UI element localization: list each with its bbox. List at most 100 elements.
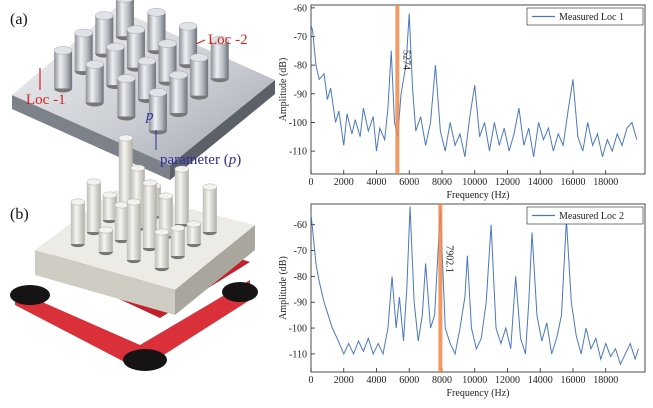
photo-image — [10, 134, 258, 371]
x-tick-label: 6000 — [399, 375, 419, 386]
plate-side — [170, 80, 275, 180]
annotation: parameter (p) — [160, 152, 241, 168]
cylinder-top — [142, 179, 158, 187]
cylinder-top — [169, 70, 188, 80]
cylinder-body — [170, 228, 185, 256]
cylinder-body — [190, 57, 209, 96]
y-tick-label: -100 — [289, 118, 307, 129]
x-tick-label: 2000 — [334, 375, 354, 386]
annotation: Loc -2 — [208, 32, 248, 48]
cylinder-top — [126, 198, 142, 206]
foot — [222, 282, 258, 302]
y-tick-label: -60 — [294, 3, 307, 14]
cylinder-body — [54, 50, 73, 89]
legend-box — [526, 206, 644, 225]
annotation-part: parameter ( — [160, 152, 229, 168]
legend-box — [526, 7, 644, 26]
y-axis-label: Amplitude (dB) — [278, 256, 289, 320]
y-tick-label: -80 — [294, 61, 307, 72]
x-tick-label: 10000 — [462, 177, 487, 188]
x-tick-label: 16000 — [560, 375, 585, 386]
cylinder-top — [154, 228, 170, 236]
x-tick-label: 18000 — [593, 375, 618, 386]
x-tick-label: 4000 — [366, 177, 386, 188]
cylinder-top — [174, 165, 190, 173]
cylinder-body — [126, 202, 141, 260]
x-tick-label: 10000 — [462, 375, 487, 386]
cylinder-top — [102, 191, 118, 199]
foot — [10, 285, 50, 305]
cylinder-top — [186, 220, 202, 228]
cylinder-top — [116, 0, 134, 3]
cylinder-body — [210, 40, 229, 79]
x-tick-label: 6000 — [399, 177, 419, 188]
x-tick-label: 14000 — [528, 177, 553, 188]
x-tick-label: 8000 — [432, 177, 452, 188]
panel-label: (a) — [10, 11, 28, 28]
x-tick-label: 18000 — [593, 177, 618, 188]
x-tick-label: 14000 — [528, 375, 553, 386]
y-tick-label: -60 — [294, 220, 307, 231]
cylinder-top — [189, 53, 209, 62]
cylinder-body — [98, 230, 113, 252]
cylinder-body — [186, 224, 201, 244]
cylinder-top — [118, 134, 134, 142]
x-tick-label: 12000 — [495, 375, 520, 386]
cylinder-top — [126, 25, 146, 34]
cylinder-top — [202, 183, 218, 191]
y-axis-label: Amplitude (dB) — [278, 58, 289, 122]
cylinder-body — [202, 187, 217, 232]
cylinder-top — [210, 36, 229, 45]
cylinder-body — [169, 75, 188, 114]
legend-label: Measured Loc 1 — [559, 12, 624, 23]
cylinder-body — [174, 169, 189, 224]
cylinder-top — [86, 178, 102, 186]
marker-label: 5274 — [400, 50, 411, 70]
y-tick-label: -110 — [289, 147, 307, 158]
cylinder-top — [106, 42, 125, 52]
cylinder-top — [98, 226, 114, 234]
cylinder-top — [74, 28, 93, 38]
cylinder-top — [95, 11, 114, 20]
cylinder-body — [70, 202, 85, 244]
x-tick-label: 8000 — [432, 375, 452, 386]
y-tick-label: -100 — [289, 324, 307, 335]
cylinder-top — [158, 39, 177, 48]
cylinder-top — [114, 201, 130, 209]
y-tick-label: -90 — [294, 298, 307, 309]
x-tick-label: 12000 — [495, 177, 520, 188]
cylinder-top — [117, 74, 136, 83]
cylinder-top — [70, 198, 86, 206]
x-tick-label: 4000 — [366, 375, 386, 386]
cylinder-top — [53, 46, 73, 55]
cylinder-body — [118, 138, 133, 208]
cylinder-body — [154, 232, 169, 268]
x-tick-label: 0 — [309, 375, 314, 386]
y-tick-label: -80 — [294, 272, 307, 283]
cylinder-top — [147, 8, 166, 17]
cylinder-body — [117, 78, 136, 117]
cylinder-top — [130, 164, 146, 172]
cylinder-body — [102, 195, 117, 220]
cylinder-top — [137, 56, 157, 66]
cylinder-top — [85, 60, 104, 69]
y-tick-label: -90 — [294, 89, 307, 100]
cylinder-body — [148, 92, 167, 131]
y-tick-label: -70 — [294, 246, 307, 257]
cylinder-top — [178, 22, 198, 31]
spectrum-line — [310, 206, 639, 366]
plot-frame — [310, 4, 646, 175]
cylinder-body — [158, 196, 173, 236]
spectrum-line — [310, 13, 638, 157]
plate-side — [175, 225, 255, 315]
x-tick-label: 2000 — [334, 177, 354, 188]
panel-label: (b) — [10, 206, 29, 223]
y-tick-label: -70 — [294, 32, 307, 43]
cylinder-body — [114, 205, 129, 240]
annotation-part: ) — [236, 152, 241, 168]
cylinder-body — [85, 64, 104, 103]
x-tick-label: 0 — [309, 177, 314, 188]
marker-label: 7902.1 — [443, 245, 454, 273]
x-tick-label: 16000 — [560, 177, 585, 188]
foot — [123, 349, 167, 371]
